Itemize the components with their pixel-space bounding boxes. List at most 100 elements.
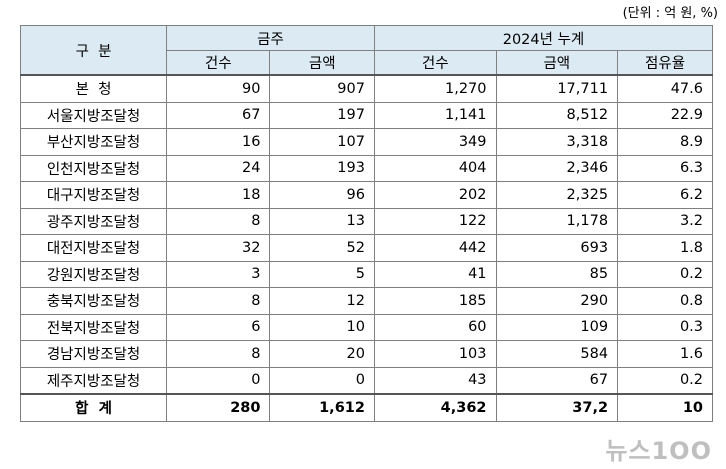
total-cell-c3: 4,362	[373, 393, 497, 422]
row-cell-c1: 8	[166, 340, 271, 368]
row-cell-c5: 1.8	[617, 234, 713, 262]
row-cell-c1: 24	[166, 154, 271, 182]
row-cell-c4: 67	[495, 366, 619, 395]
row-cell-c3: 43	[373, 366, 497, 395]
row-cell-c3: 185	[373, 287, 497, 315]
row-cell-c1: 0	[166, 366, 271, 395]
row-cell-c1: 32	[166, 234, 271, 262]
row-cell-c5: 0.3	[617, 313, 713, 341]
row-cell-c5: 0.8	[617, 287, 713, 315]
row-cell-c2: 12	[269, 287, 375, 315]
row-cell-c4: 290	[495, 287, 619, 315]
row-cell-c2: 0	[269, 366, 375, 395]
row-cell-c3: 41	[373, 260, 497, 288]
row-cell-c5: 6.2	[617, 181, 713, 209]
row-office-name: 대구지방조달청	[19, 181, 168, 209]
row-cell-c4: 17,711	[495, 74, 619, 103]
row-cell-c2: 13	[269, 207, 375, 235]
row-cell-c1: 8	[166, 207, 271, 235]
row-office-name: 본 청	[19, 74, 168, 103]
unit-label: (단위 : 억 원, %)	[622, 6, 718, 21]
table-row: 경남지방조달청 8 20 103 584 1.6	[19, 340, 713, 368]
row-cell-c5: 8.9	[617, 128, 713, 156]
table-row: 대구지방조달청 18 96 202 2,325 6.2	[19, 181, 713, 209]
row-office-name: 경남지방조달청	[19, 340, 168, 368]
row-cell-c1: 8	[166, 287, 271, 315]
row-cell-c4: 1,178	[495, 207, 619, 235]
table-row: 대전지방조달청 32 52 442 693 1.8	[19, 234, 713, 262]
row-cell-c1: 18	[166, 181, 271, 209]
row-cell-c2: 5	[269, 260, 375, 288]
header-week-count: 건수	[166, 50, 271, 76]
row-office-name: 광주지방조달청	[19, 207, 168, 235]
table-row: 인천지방조달청 24 193 404 2,346 6.3	[19, 154, 713, 182]
row-cell-c5: 0.2	[617, 366, 713, 395]
row-cell-c5: 22.9	[617, 101, 713, 129]
row-cell-c5: 6.3	[617, 154, 713, 182]
table-row: 본 청 90 907 1,270 17,711 47.6	[19, 74, 713, 103]
row-cell-c5: 47.6	[617, 74, 713, 103]
row-cell-c3: 122	[373, 207, 497, 235]
row-cell-c2: 20	[269, 340, 375, 368]
header-cumulative: 2024년 누계	[373, 25, 714, 51]
row-office-name: 전북지방조달청	[19, 313, 168, 341]
total-cell-c5: 10	[617, 393, 713, 422]
row-cell-c4: 584	[495, 340, 619, 368]
row-cell-c4: 109	[495, 313, 619, 341]
row-cell-c4: 2,346	[495, 154, 619, 182]
table-header: 구 분 금주 2024년 누계 건수 금액 건수 금액 점유율	[19, 25, 714, 76]
total-label: 합 계	[19, 393, 168, 422]
row-cell-c4: 8,512	[495, 101, 619, 129]
total-row: 합 계 280 1,612 4,362 37,2 10	[19, 393, 713, 422]
header-cum-share: 점유율	[617, 50, 713, 76]
row-cell-c4: 693	[495, 234, 619, 262]
total-cell-c2: 1,612	[269, 393, 375, 422]
row-cell-c3: 349	[373, 128, 497, 156]
row-cell-c1: 6	[166, 313, 271, 341]
row-cell-c3: 60	[373, 313, 497, 341]
table-row: 부산지방조달청 16 107 349 3,318 8.9	[19, 128, 713, 156]
row-cell-c3: 404	[373, 154, 497, 182]
row-office-name: 부산지방조달청	[19, 128, 168, 156]
total-cell-c4: 37,2	[495, 393, 619, 422]
row-cell-c4: 85	[495, 260, 619, 288]
header-week-amount: 금액	[269, 50, 375, 76]
table-row: 광주지방조달청 8 13 122 1,178 3.2	[19, 207, 713, 235]
table-row: 제주지방조달청 0 0 43 67 0.2	[19, 366, 713, 395]
row-cell-c2: 193	[269, 154, 375, 182]
row-cell-c3: 202	[373, 181, 497, 209]
header-this-week: 금주	[166, 25, 375, 51]
row-cell-c2: 52	[269, 234, 375, 262]
row-cell-c2: 10	[269, 313, 375, 341]
row-office-name: 대전지방조달청	[19, 234, 168, 262]
row-cell-c3: 1,141	[373, 101, 497, 129]
row-cell-c4: 2,325	[495, 181, 619, 209]
row-cell-c4: 3,318	[495, 128, 619, 156]
table-body: 본 청 90 907 1,270 17,711 47.6 서울지방조달청 67 197 1,141…	[19, 74, 713, 422]
row-office-name: 충북지방조달청	[19, 287, 168, 315]
header-cum-count: 건수	[373, 50, 497, 76]
row-cell-c3: 103	[373, 340, 497, 368]
row-cell-c2: 107	[269, 128, 375, 156]
row-cell-c3: 1,270	[373, 74, 497, 103]
row-cell-c1: 90	[166, 74, 271, 103]
row-cell-c5: 1.6	[617, 340, 713, 368]
row-cell-c3: 442	[373, 234, 497, 262]
table-row: 전북지방조달청 6 10 60 109 0.3	[19, 313, 713, 341]
row-cell-c5: 3.2	[617, 207, 713, 235]
row-cell-c5: 0.2	[617, 260, 713, 288]
watermark-logo: 뉴스1OO	[605, 437, 712, 465]
row-cell-c1: 3	[166, 260, 271, 288]
row-cell-c1: 16	[166, 128, 271, 156]
table-row: 서울지방조달청 67 197 1,141 8,512 22.9	[19, 101, 713, 129]
row-cell-c2: 197	[269, 101, 375, 129]
header-cum-amount: 금액	[495, 50, 619, 76]
header-category: 구 분	[19, 25, 168, 76]
row-cell-c2: 907	[269, 74, 375, 103]
row-office-name: 서울지방조달청	[19, 101, 168, 129]
row-office-name: 강원지방조달청	[19, 260, 168, 288]
row-office-name: 인천지방조달청	[19, 154, 168, 182]
row-office-name: 제주지방조달청	[19, 366, 168, 395]
table-row: 강원지방조달청 3 5 41 85 0.2	[19, 260, 713, 288]
table-row: 충북지방조달청 8 12 185 290 0.8	[19, 287, 713, 315]
